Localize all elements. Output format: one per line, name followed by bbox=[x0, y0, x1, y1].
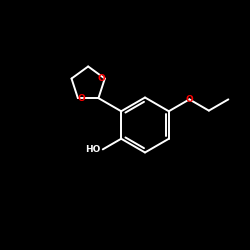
Text: O: O bbox=[78, 94, 85, 103]
Text: HO: HO bbox=[86, 145, 101, 154]
Text: O: O bbox=[186, 95, 193, 104]
Text: O: O bbox=[98, 74, 105, 83]
